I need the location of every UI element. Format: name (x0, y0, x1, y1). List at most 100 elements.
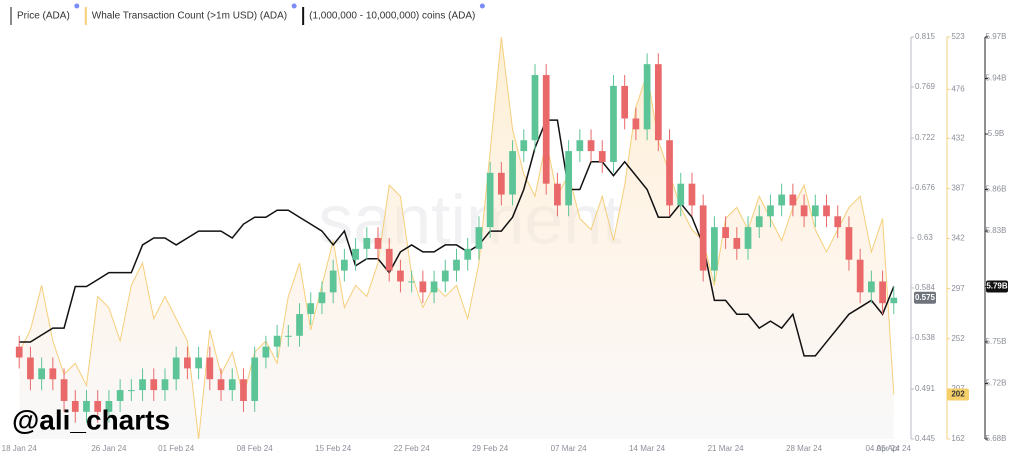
y-tick-label: 0.538 (915, 333, 936, 342)
candle-body (83, 400, 90, 412)
current-badge (947, 388, 969, 401)
y-tick-label: 297 (951, 284, 965, 293)
candle-body (397, 270, 404, 282)
candle-body (453, 259, 460, 271)
candle-body (206, 357, 214, 380)
candle-body (486, 172, 494, 228)
x-tick-label: 28 Mar 24 (786, 444, 823, 453)
y-tick-label: 5.72B (986, 379, 1007, 388)
candle-body (262, 346, 270, 358)
candle-body (307, 303, 315, 315)
x-tick-label: 14 Mar 24 (629, 444, 666, 453)
candle-body (711, 227, 718, 271)
candle-body (509, 151, 516, 195)
candle-body (677, 183, 685, 206)
current-badge (914, 291, 936, 304)
candle-body (811, 205, 819, 217)
y-tick-label: 5.83B (986, 226, 1007, 235)
candle-body (654, 64, 662, 141)
current-label: 5.79B (986, 282, 1008, 291)
candle-body (542, 75, 550, 184)
candle-body (217, 379, 225, 391)
candle-body (318, 292, 326, 304)
y-tick-label: 432 (951, 133, 965, 142)
candle-body (565, 151, 572, 206)
candle-body (767, 205, 774, 217)
candle-body (15, 346, 23, 358)
candle-body (733, 238, 741, 249)
candle-body (251, 357, 259, 401)
y-tick-label: 0.445 (915, 434, 936, 443)
candle-body (408, 281, 416, 283)
y-tick-label: 0.491 (915, 384, 936, 393)
line (19, 119, 895, 357)
x-tick-label: 07 Mar 24 (551, 444, 588, 453)
candle-body (296, 314, 303, 336)
candle-body (800, 205, 808, 217)
legend-dot (74, 3, 80, 9)
y-tick-label: 342 (951, 234, 965, 243)
x-tick-label: 26 Jan 24 (91, 444, 127, 453)
x-tick-label: 08 Feb 24 (237, 444, 274, 453)
candle-body (385, 248, 393, 271)
y-tick-label: 5.97B (986, 32, 1007, 41)
candle-body (284, 335, 292, 337)
candle-body (71, 400, 79, 412)
candle-body (116, 390, 124, 401)
y-tick-label: 523 (951, 32, 965, 41)
legend-label: Price (ADA) (17, 11, 70, 22)
candle-body (497, 172, 505, 195)
current-badge (986, 280, 1008, 293)
candle-body (666, 140, 673, 206)
candle-body (789, 194, 797, 206)
candle-body (699, 205, 707, 271)
candle-body (621, 85, 629, 119)
candle-body (363, 238, 371, 249)
candle-body (632, 118, 640, 130)
candle-body (240, 379, 247, 401)
y-tick-label: 5.68B (986, 434, 1007, 443)
current-label: 0.575 (915, 293, 936, 302)
candle-body (554, 183, 561, 206)
y-tick-label: 5.9B (988, 129, 1004, 138)
y-tick-label: 0.584 (915, 283, 936, 292)
legend-dot (479, 3, 485, 9)
legend: Price (ADA) Whale Transaction Count (>1m … (10, 3, 485, 25)
x-tick-label: 22 Feb 24 (394, 444, 431, 453)
candle-body (184, 357, 191, 369)
candle-body (27, 357, 34, 380)
y-tick-label: 5.86B (986, 185, 1007, 194)
y-tick-label: 387 (951, 184, 965, 193)
candle-body (834, 216, 842, 228)
candle-body (722, 227, 729, 238)
candle-body (60, 379, 68, 401)
x-tick-label: 29 Feb 24 (472, 444, 509, 453)
y-tick-label: 0.722 (915, 133, 936, 142)
candle-body (856, 259, 864, 293)
legend-label: (1,000,000 - 10,000,000) coins (ADA) (309, 11, 475, 22)
candle-body (610, 85, 617, 162)
candle-body (150, 379, 158, 391)
candle-body (643, 64, 651, 130)
candle-body (823, 205, 830, 217)
x-tick-label: 01 Feb 24 (158, 444, 195, 453)
legend-label: Whale Transaction Count (>1m USD) (ADA) (92, 11, 287, 22)
y-tick-label: 5.75B (986, 337, 1007, 346)
candle-body (867, 281, 875, 293)
candle-body (531, 75, 539, 141)
candle-body (127, 390, 135, 392)
candle-body (329, 270, 337, 293)
candle-body (778, 194, 786, 206)
candle-body (464, 248, 472, 260)
x-tick-label: 04 Apr 24 (865, 444, 900, 453)
candle-body (352, 248, 359, 260)
candle-body (576, 140, 584, 152)
candle-body (520, 140, 528, 152)
candle-body (195, 357, 202, 369)
candle-body (744, 227, 752, 249)
candle-body (879, 281, 886, 304)
candle-body (374, 238, 382, 249)
candle-body (49, 368, 57, 380)
x-tick-label: 15 Feb 24 (315, 444, 352, 453)
